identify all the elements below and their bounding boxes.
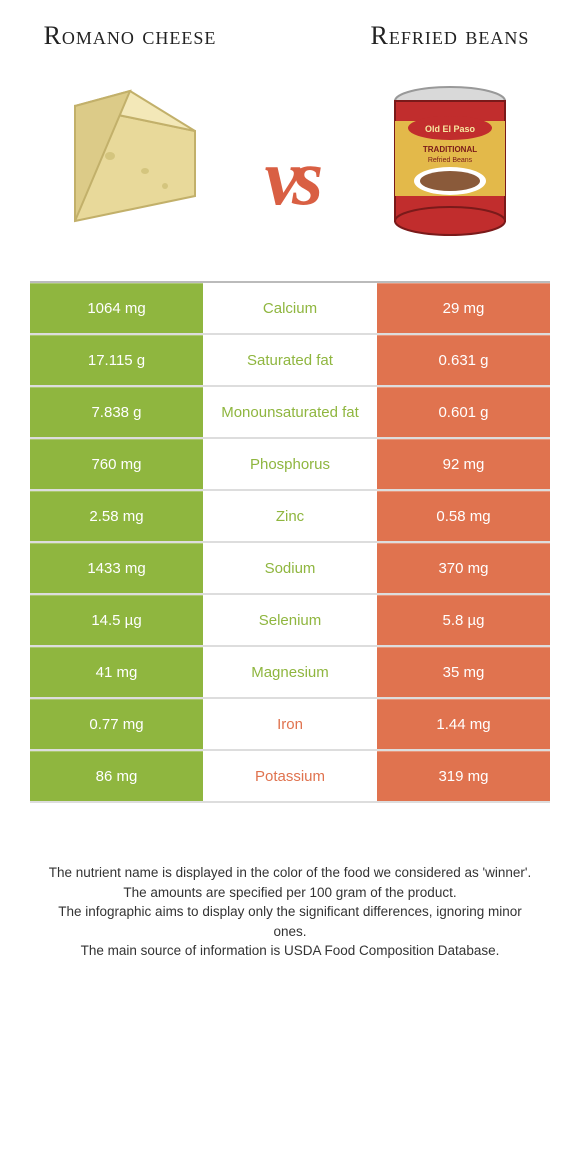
- food-right-column: Refried beans Old El Paso TRADITIONAL Re…: [350, 20, 550, 246]
- food-left-column: Romano cheese: [30, 20, 230, 246]
- food-left-title: Romano cheese: [44, 20, 217, 51]
- left-value: 0.77 mg: [30, 699, 203, 749]
- right-value: 1.44 mg: [377, 699, 550, 749]
- svg-text:TRADITIONAL: TRADITIONAL: [423, 145, 477, 154]
- nutrient-table: 1064 mgCalcium29 mg17.115 gSaturated fat…: [30, 281, 550, 803]
- nutrient-name: Selenium: [203, 595, 377, 645]
- nutrient-row: 760 mgPhosphorus92 mg: [30, 439, 550, 491]
- footnotes: The nutrient name is displayed in the co…: [40, 863, 540, 961]
- footnote-line: The nutrient name is displayed in the co…: [40, 863, 540, 883]
- footnote-line: The infographic aims to display only the…: [40, 902, 540, 941]
- right-value: 0.601 g: [377, 387, 550, 437]
- can-image: Old El Paso TRADITIONAL Refried Beans: [365, 76, 535, 246]
- nutrient-name: Iron: [203, 699, 377, 749]
- left-value: 17.115 g: [30, 335, 203, 385]
- nutrient-name: Saturated fat: [203, 335, 377, 385]
- cheese-image: [45, 76, 215, 246]
- footnote-line: The amounts are specified per 100 gram o…: [40, 883, 540, 903]
- nutrient-name: Magnesium: [203, 647, 377, 697]
- svg-text:Old El Paso: Old El Paso: [425, 124, 476, 134]
- left-value: 7.838 g: [30, 387, 203, 437]
- nutrient-row: 0.77 mgIron1.44 mg: [30, 699, 550, 751]
- right-value: 319 mg: [377, 751, 550, 801]
- nutrient-row: 1433 mgSodium370 mg: [30, 543, 550, 595]
- nutrient-name: Calcium: [203, 283, 377, 333]
- left-value: 14.5 µg: [30, 595, 203, 645]
- nutrient-row: 17.115 gSaturated fat0.631 g: [30, 335, 550, 387]
- nutrient-row: 7.838 gMonounsaturated fat0.601 g: [30, 387, 550, 439]
- nutrient-row: 2.58 mgZinc0.58 mg: [30, 491, 550, 543]
- right-value: 370 mg: [377, 543, 550, 593]
- nutrient-name: Potassium: [203, 751, 377, 801]
- nutrient-name: Sodium: [203, 543, 377, 593]
- nutrient-row: 14.5 µgSelenium5.8 µg: [30, 595, 550, 647]
- nutrient-row: 1064 mgCalcium29 mg: [30, 283, 550, 335]
- left-value: 86 mg: [30, 751, 203, 801]
- right-value: 92 mg: [377, 439, 550, 489]
- header: Romano cheese vs Refried beans Old El Pa…: [0, 0, 580, 246]
- vs-text: vs: [265, 133, 316, 224]
- left-value: 760 mg: [30, 439, 203, 489]
- nutrient-row: 86 mgPotassium319 mg: [30, 751, 550, 803]
- footnote-line: The main source of information is USDA F…: [40, 941, 540, 961]
- food-right-title: Refried beans: [371, 20, 530, 51]
- right-value: 0.631 g: [377, 335, 550, 385]
- nutrient-name: Monounsaturated fat: [203, 387, 377, 437]
- right-value: 29 mg: [377, 283, 550, 333]
- right-value: 35 mg: [377, 647, 550, 697]
- right-value: 5.8 µg: [377, 595, 550, 645]
- left-value: 2.58 mg: [30, 491, 203, 541]
- svg-text:Refried Beans: Refried Beans: [428, 157, 473, 164]
- left-value: 41 mg: [30, 647, 203, 697]
- nutrient-row: 41 mgMagnesium35 mg: [30, 647, 550, 699]
- nutrient-name: Phosphorus: [203, 439, 377, 489]
- nutrient-name: Zinc: [203, 491, 377, 541]
- left-value: 1064 mg: [30, 283, 203, 333]
- right-value: 0.58 mg: [377, 491, 550, 541]
- left-value: 1433 mg: [30, 543, 203, 593]
